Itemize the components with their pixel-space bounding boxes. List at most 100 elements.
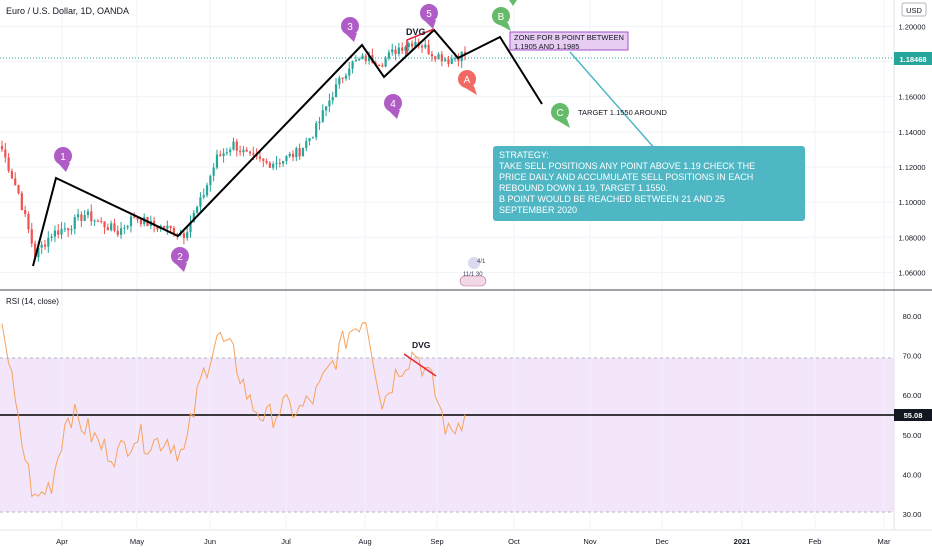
- strategy-text-line: PRICE DAILY AND ACCUMULATE SELL POSITION…: [499, 172, 753, 182]
- candle-body: [424, 44, 427, 48]
- candle-body: [358, 59, 361, 61]
- wave-marker-2[interactable]: 2: [171, 247, 189, 272]
- candle-body: [427, 44, 430, 55]
- candle-body: [123, 227, 126, 229]
- candle-body: [53, 230, 57, 237]
- candle-body: [222, 153, 225, 156]
- wave-marker-5[interactable]: 5: [420, 4, 438, 29]
- currency-badge-box: [901, 2, 927, 17]
- candle-body: [106, 227, 109, 231]
- rsi-tick-label: 60.00: [903, 391, 922, 400]
- wave-marker-5-bubble: [420, 4, 438, 22]
- rsi-line: [1, 322, 466, 498]
- candle-body: [331, 97, 334, 101]
- candle-body: [126, 226, 129, 228]
- time-tick-label: Aug: [358, 537, 371, 546]
- wave-marker-c[interactable]: C: [551, 103, 570, 128]
- currency-badge[interactable]: USD: [901, 2, 927, 17]
- candle-body: [397, 47, 400, 55]
- candle-body: [447, 59, 450, 64]
- candle-body: [129, 216, 133, 227]
- wave-marker-1[interactable]: 1: [54, 147, 72, 172]
- candle-body: [20, 193, 23, 211]
- wave-marker-3[interactable]: 3: [341, 17, 359, 42]
- candle-body: [414, 41, 417, 47]
- rsi-overbought-oversold-band: [0, 358, 894, 512]
- candle-body: [265, 160, 268, 163]
- candle-body: [172, 227, 176, 235]
- symbol-title: Euro / U.S. Dollar, 1D, OANDA: [6, 6, 129, 16]
- dvg-rsi-label: DVG: [412, 340, 431, 350]
- candle-body: [235, 141, 238, 151]
- candle-body: [166, 225, 169, 229]
- candle-body: [325, 106, 328, 111]
- candle-body: [252, 153, 255, 155]
- wave-marker-2-label: 2: [177, 252, 183, 263]
- wave-marker-b[interactable]: B: [492, 7, 511, 31]
- strategy-callout[interactable]: STRATEGY: TAKE SELL POSITIONS ANY POINT A…: [493, 146, 805, 221]
- candle-body: [27, 213, 30, 230]
- strategy-text-line: STRATEGY:: [499, 150, 549, 160]
- price-tick-label: 1.06000: [898, 268, 925, 277]
- candle-body: [387, 52, 391, 59]
- candle-body: [295, 148, 298, 158]
- time-tick-label: Feb: [809, 537, 822, 546]
- candle-body: [444, 59, 447, 62]
- candle-body: [463, 51, 467, 54]
- candle-body: [50, 236, 53, 238]
- candle-body: [153, 220, 156, 226]
- rsi-title: RSI (14, close): [6, 297, 59, 306]
- candle-body: [229, 149, 232, 153]
- wave-marker-5-label: 5: [426, 9, 432, 20]
- candle-body: [275, 162, 278, 164]
- time-tick-label: Dec: [655, 537, 669, 546]
- candle-body: [199, 197, 202, 207]
- wave-marker-3-bubble: [341, 17, 359, 35]
- wave-marker-2-bubble: [171, 247, 189, 265]
- candle-body: [40, 244, 43, 248]
- candle-body: [37, 247, 40, 258]
- candle-body: [0, 145, 4, 150]
- zone-callout-text: ZONE FOR B POINT BETWEEN 1.1905 AND 1.19…: [514, 33, 626, 51]
- candle-body: [239, 150, 242, 153]
- rsi-tick-label: 30.00: [903, 510, 922, 519]
- candle-body: [116, 230, 119, 235]
- time-tick-label: 2021: [734, 537, 751, 546]
- candle-body: [76, 214, 80, 218]
- wave-marker-2-tail: [175, 263, 187, 272]
- time-tick-label: May: [130, 537, 144, 546]
- candle-body: [361, 55, 364, 60]
- candle-body: [192, 212, 195, 223]
- wave-marker-3-tail: [345, 33, 357, 42]
- wave-marker-c-tail: [555, 119, 570, 128]
- candle-body: [242, 149, 245, 153]
- rsi-axis-ticks: 80.00 70.00 60.00 50.00 40.00 30.00: [903, 312, 922, 519]
- candle-body: [113, 223, 116, 231]
- candle-body: [351, 61, 354, 69]
- candle-body: [288, 153, 291, 157]
- event-badge-bottom-label: 11/1 30: [463, 272, 483, 278]
- wave-marker-4[interactable]: 4: [384, 94, 402, 119]
- candle-body: [245, 149, 248, 152]
- candle-body: [63, 228, 66, 230]
- event-badge[interactable]: 4/1 11/1 30: [459, 257, 487, 287]
- candle-body: [136, 217, 139, 220]
- wave-marker-c-label: C: [556, 108, 563, 119]
- candle-body: [311, 137, 314, 139]
- wave-marker-5-tail: [424, 20, 436, 29]
- zone-callout[interactable]: ZONE FOR B POINT BETWEEN 1.1905 AND 1.19…: [509, 31, 629, 51]
- time-tick-label: Sep: [430, 537, 443, 546]
- candle-body: [80, 214, 83, 221]
- target-label: TARGET 1.1550 AROUND: [578, 108, 668, 117]
- candle-body: [70, 229, 73, 231]
- time-tick-label: Mar: [878, 537, 891, 546]
- candle-body: [30, 229, 33, 244]
- last-price-marker: [894, 52, 932, 65]
- candle-body: [248, 151, 252, 154]
- candle-body: [298, 148, 301, 157]
- wave-marker-a[interactable]: A: [458, 70, 477, 95]
- candle-body: [196, 206, 199, 213]
- rsi-tick-label: 40.00: [903, 470, 922, 479]
- candle-body: [344, 75, 348, 79]
